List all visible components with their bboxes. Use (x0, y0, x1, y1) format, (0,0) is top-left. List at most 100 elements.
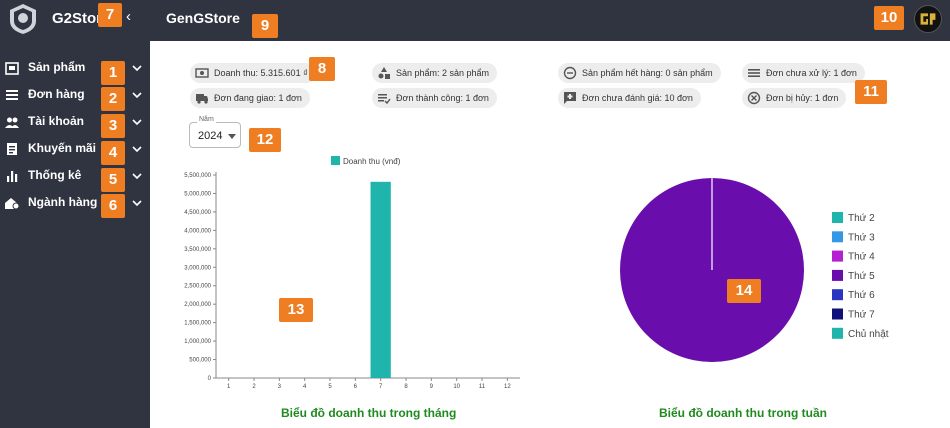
y-tick-label: 3,000,000 (184, 265, 211, 271)
logo-text: G2Store (52, 10, 98, 27)
year-select[interactable]: 2024 (189, 122, 241, 148)
y-tick-label: 5,500,000 (184, 173, 211, 179)
sidebar-item-products[interactable]: Sản phẩm (0, 56, 150, 80)
category-icon (5, 198, 20, 210)
sidebar-item-label: Đơn hàng (28, 87, 85, 101)
bar-chart-title: Biểu đồ doanh thu trong tháng (281, 406, 457, 420)
x-tick-label: 3 (278, 384, 282, 390)
legend-swatch (832, 250, 843, 262)
x-tick-label: 5 (328, 384, 332, 390)
stat-unprocessed: Đơn chưa xử lý: 1 đơn (742, 63, 865, 83)
annotation-badge: 12 (249, 128, 281, 152)
collapse-sidebar-button[interactable]: ‹ (126, 8, 131, 25)
checklist-icon (378, 94, 391, 105)
chevron-down-icon[interactable] (130, 169, 144, 183)
pie-chart-legend: Thứ 2 Thứ 3 Thứ 4 Thứ 5 Thứ 6 Thứ 7 Chủ nhật (832, 212, 889, 340)
y-tick-label: 2,500,000 (184, 284, 211, 290)
chevron-down-icon[interactable] (130, 88, 144, 102)
x-tick-label: 9 (430, 384, 434, 390)
top-bar: GenGStore (150, 0, 950, 41)
chevron-down-icon[interactable] (130, 115, 144, 129)
x-tick-label: 7 (379, 384, 383, 390)
y-tick-label: 4,500,000 (184, 210, 211, 216)
legend-label: Thứ 2 (848, 213, 875, 224)
chevron-down-icon[interactable] (130, 142, 144, 156)
annotation-badge: 11 (855, 80, 887, 104)
truck-icon (196, 94, 208, 104)
legend-swatch (832, 327, 843, 339)
x-tick-label: 11 (479, 384, 486, 390)
legend-swatch (832, 231, 843, 243)
legend-label: Thứ 4 (848, 252, 875, 263)
caret-down-icon (228, 134, 236, 139)
y-tick-label: 1,000,000 (184, 339, 211, 345)
y-tick-label: 5,000,000 (184, 191, 211, 197)
x-tick-label: 8 (404, 384, 408, 390)
chevron-down-icon[interactable] (130, 61, 144, 75)
bar-chart-legend: Doanh thu (vnđ) (331, 156, 401, 166)
legend-swatch (832, 289, 843, 301)
logo-row: G2Store ‹ (0, 0, 150, 40)
annotation-badge: 6 (101, 194, 125, 218)
annotation-badge: 13 (279, 298, 313, 322)
y-tick-label: 1,500,000 (184, 321, 211, 327)
legend-label: Chủ nhật (848, 328, 889, 340)
stat-revenue: Doanh thu: 5.315.601 ₫ (190, 63, 316, 83)
chevron-down-icon[interactable] (130, 196, 144, 210)
sidebar-item-label: Sản phẩm (28, 60, 86, 74)
avatar[interactable] (914, 5, 942, 33)
legend-label: Doanh thu (vnđ) (343, 157, 401, 166)
sidebar-item-statistics[interactable]: Thống kê (0, 164, 150, 188)
page-title: GenGStore (166, 10, 240, 26)
annotation-badge: 5 (101, 168, 125, 192)
users-icon (5, 117, 19, 128)
annotation-badge: 1 (101, 61, 125, 85)
legend-label: Thứ 7 (848, 310, 875, 321)
y-tick-label: 0 (208, 376, 212, 382)
product-box-icon (5, 62, 19, 75)
sidebar-item-label: Tài khoản (28, 114, 85, 128)
stat-cancelled: Đơn bị hủy: 1 đơn (742, 88, 847, 108)
sidebar-item-promotions[interactable]: Khuyến mãi (0, 137, 150, 161)
x-tick-label: 6 (354, 384, 358, 390)
sidebar-item-label: Khuyến mãi (28, 141, 97, 155)
sidebar-item-label: Thống kê (28, 168, 82, 182)
list-icon (6, 90, 18, 100)
annotation-badge: 3 (101, 114, 125, 138)
y-tick-label: 4,000,000 (184, 228, 211, 234)
legend-swatch (832, 212, 843, 223)
x-tick-label: 1 (227, 384, 231, 390)
annotation-badge: 2 (101, 87, 125, 111)
legend-label: Thứ 6 (848, 290, 875, 301)
stat-shipping: Đơn đang giao: 1 đơn (190, 88, 310, 108)
legend-swatch (832, 269, 843, 281)
stat-unrated: Đơn chưa đánh giá: 10 đơn (558, 88, 701, 108)
cancel-circle-icon (747, 91, 761, 105)
pie-chart-title: Biểu đồ doanh thu trong tuần (659, 406, 827, 420)
annotation-badge: 9 (252, 14, 278, 38)
legend-swatch (832, 308, 843, 320)
y-tick-label: 2,000,000 (184, 302, 211, 308)
sidebar-item-orders[interactable]: Đơn hàng (0, 83, 150, 107)
annotation-badge: 14 (727, 279, 761, 303)
y-tick-label: 3,500,000 (184, 247, 211, 253)
x-tick-label: 4 (303, 384, 307, 390)
year-select-value: 2024 (198, 130, 223, 142)
legend-label: Thứ 3 (848, 232, 875, 243)
sidebar-item-label: Ngành hàng (28, 195, 98, 209)
annotation-badge: 8 (309, 57, 335, 81)
brand-avatar-icon (920, 13, 936, 25)
sidebar-item-accounts[interactable]: Tài khoản (0, 110, 150, 134)
monthly-revenue-bar-chart: Doanh thu (vnđ) 0 500,000 1,000,000 1,500,00… (184, 156, 520, 390)
cash-icon (195, 68, 209, 78)
y-tick-label: 500,000 (189, 358, 211, 364)
bar[interactable] (370, 181, 391, 378)
x-tick-label: 12 (504, 384, 511, 390)
shapes-icon (378, 67, 390, 79)
sidebar-item-categories[interactable]: Ngành hàng (0, 191, 150, 215)
stat-out-of-stock: Sản phẩm hết hàng: 0 sản phẩm (558, 63, 721, 83)
x-tick-label: 10 (453, 384, 460, 390)
minus-circle-icon (563, 66, 577, 80)
annotation-badge: 4 (101, 141, 125, 165)
